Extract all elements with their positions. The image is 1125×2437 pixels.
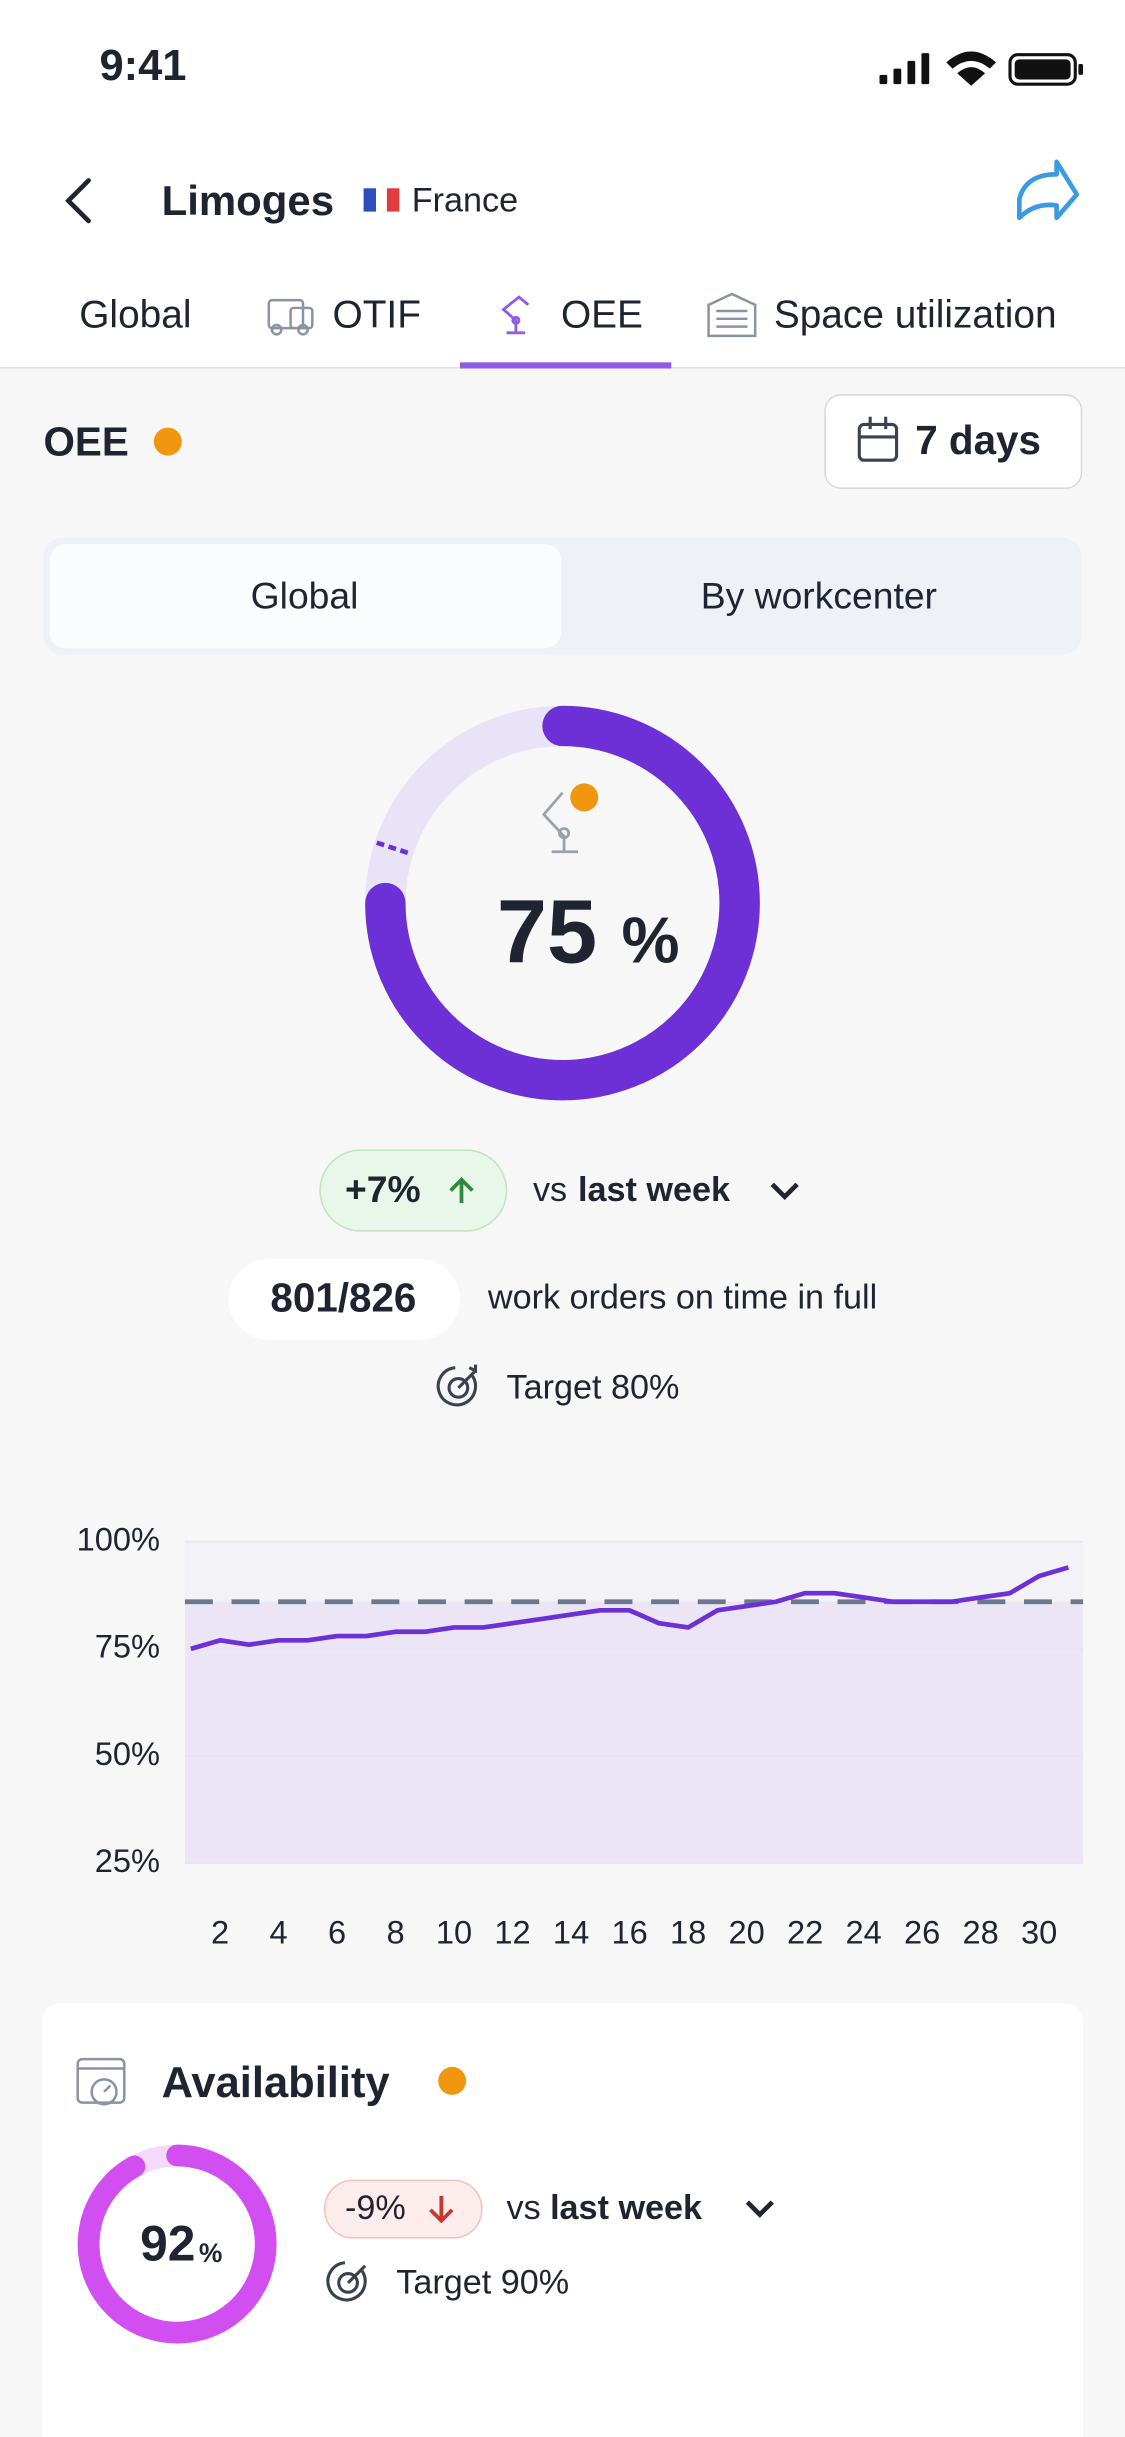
y-tick-label: 100% [77, 1520, 160, 1557]
status-dot [438, 2066, 467, 2095]
tab[interactable]: Global [79, 294, 191, 337]
availability-card [41, 2003, 1084, 2437]
city-title: Limoges [162, 177, 334, 224]
availability-target: Target 90% [396, 2263, 569, 2301]
tabs: Global OTIF OEE Space utilization [79, 292, 1057, 369]
y-tick-label: 50% [95, 1735, 160, 1772]
target-mark [117, 2163, 133, 2182]
status-dot [570, 783, 599, 812]
period-button[interactable] [824, 394, 1083, 489]
flag [363, 188, 400, 212]
target-area [184, 1601, 1084, 1864]
x-tick-label: 6 [328, 1913, 346, 1950]
gauge-unit: % [622, 903, 680, 976]
x-tick-label: 8 [386, 1913, 404, 1950]
availability-change: -9% [345, 2189, 406, 2227]
gauge-arc [365, 705, 760, 1101]
tab[interactable]: OTIF [333, 294, 421, 337]
target-label: Target 80% [507, 1368, 680, 1406]
gauge-arc [77, 2144, 277, 2344]
oee-chart: 100%75%50%25%2 4 6 8 10 12 14 16 18 20 22 24 26 28 30 [77, 1520, 1084, 1950]
segment-active[interactable] [49, 544, 561, 649]
availability-unit: % [199, 2238, 222, 2268]
stopwatch-icon [76, 2057, 126, 2106]
x-tick-label: 30 [1021, 1913, 1057, 1950]
x-tick-label: 22 [787, 1913, 823, 1950]
compare[interactable]: last week [578, 1171, 731, 1209]
data-line [190, 1565, 1070, 1652]
target-mark [376, 840, 413, 857]
section-title: OEE [44, 418, 129, 464]
header-bg [0, 0, 1125, 367]
vs: vs [507, 2189, 541, 2227]
x-tick-label: 28 [963, 1913, 999, 1950]
y-tick-label: 75% [95, 1628, 160, 1665]
availability-title: Availability [162, 2059, 390, 2107]
back-button[interactable] [65, 178, 91, 224]
x-tick-label: 4 [269, 1913, 287, 1950]
gauge-value: 75 [497, 882, 597, 983]
country: France [412, 181, 518, 219]
x-tick-label: 12 [494, 1913, 530, 1950]
tab-indicator [459, 362, 672, 369]
x-tick-label: 26 [904, 1913, 940, 1950]
status-dot [153, 427, 182, 456]
y-tick-label: 25% [95, 1842, 160, 1879]
x-tick-label: 16 [611, 1913, 647, 1950]
x-tick-label: 2 [211, 1913, 229, 1950]
compare[interactable]: last week [550, 2189, 703, 2227]
change: +7% [345, 1168, 421, 1210]
vs: vs [533, 1171, 567, 1209]
calendar-icon [857, 416, 899, 462]
segment: Global [251, 574, 359, 616]
tab-active[interactable]: OEE [561, 294, 643, 337]
dropdown-chevron[interactable] [745, 2200, 774, 2218]
orders: 801/826 [270, 1275, 416, 1321]
x-tick-label: 10 [436, 1913, 472, 1950]
change-badge [323, 2179, 483, 2239]
orders-pill [228, 1258, 460, 1340]
robot-icon [541, 791, 579, 854]
down-arrow [429, 2195, 454, 2224]
x-tick-label: 18 [670, 1913, 706, 1950]
period: 7 days [915, 417, 1041, 463]
x-tick-label: 20 [728, 1913, 764, 1950]
up-arrow [449, 1177, 474, 1203]
tab[interactable]: Space utilization [774, 294, 1057, 337]
change-badge [319, 1149, 508, 1232]
target-icon [326, 2261, 367, 2302]
availability-value: 92 [140, 2215, 195, 2271]
target-icon [436, 1364, 478, 1407]
orders-text: work orders on time in full [487, 1278, 877, 1316]
segment[interactable]: By workcenter [701, 574, 937, 616]
status-icons [879, 51, 1084, 86]
status-time: 9:41 [99, 42, 186, 90]
x-tick-label: 14 [553, 1913, 589, 1950]
share-button[interactable] [1017, 159, 1080, 221]
dropdown-chevron[interactable] [770, 1182, 799, 1201]
x-tick-label: 24 [845, 1913, 881, 1950]
